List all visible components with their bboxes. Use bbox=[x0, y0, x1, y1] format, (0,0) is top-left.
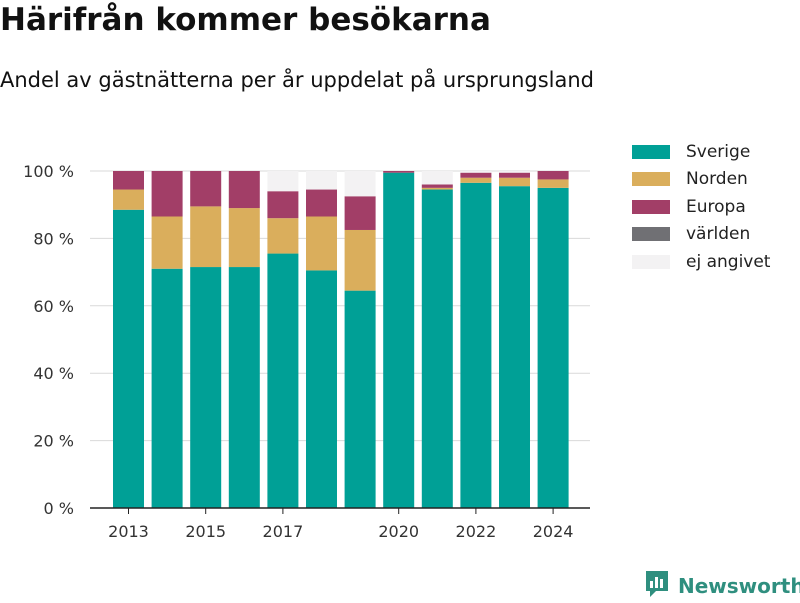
bar-Sverige-2018 bbox=[306, 270, 337, 508]
legend-item-norden: Norden bbox=[632, 166, 770, 194]
bar-ej-angivet-2017 bbox=[267, 171, 299, 192]
legend-item-varlden: världen bbox=[632, 221, 770, 249]
legend-swatch-norden bbox=[632, 172, 670, 187]
y-tick-label: 80 % bbox=[33, 229, 74, 248]
bar-Europa-2014 bbox=[151, 171, 183, 217]
legend-item-ej-angivet: ej angivet bbox=[632, 248, 770, 276]
y-tick-label: 40 % bbox=[33, 364, 74, 383]
bar-Europa-2021 bbox=[421, 184, 453, 188]
bar-Sverige-2020 bbox=[383, 172, 415, 508]
bar-Norden-2021 bbox=[421, 187, 453, 190]
bar-Europa-2016 bbox=[228, 171, 260, 209]
bar-Norden-2023 bbox=[499, 177, 530, 187]
x-tick-label: 2015 bbox=[185, 522, 226, 541]
bar-Europa-2022 bbox=[460, 172, 492, 178]
bar-Europa-2017 bbox=[267, 191, 299, 219]
bar-Norden-2018 bbox=[306, 216, 337, 271]
bar-Sverige-2015 bbox=[190, 267, 222, 508]
legend-label-varlden: världen bbox=[686, 224, 751, 245]
bar-Europa-2020 bbox=[383, 171, 415, 173]
bar-Norden-2015 bbox=[190, 206, 222, 268]
bar-Europa-2024 bbox=[537, 171, 569, 180]
bar-Norden-2019 bbox=[344, 229, 376, 291]
legend-label-sverige: Sverige bbox=[686, 141, 751, 162]
bar-Europa-2018 bbox=[306, 189, 337, 217]
bar-Europa-2019 bbox=[344, 196, 376, 230]
y-tick-label: 20 % bbox=[33, 432, 74, 451]
y-tick-label: 100 % bbox=[23, 162, 74, 181]
bar-Sverige-2021 bbox=[421, 189, 453, 508]
bar-Europa-2023 bbox=[499, 172, 530, 178]
bar-Sverige-2014 bbox=[151, 268, 183, 508]
y-tick-label: 60 % bbox=[33, 297, 74, 316]
bar-Norden-2014 bbox=[151, 216, 183, 269]
bar-Sverige-2022 bbox=[460, 182, 492, 509]
legend-item-europa: Europa bbox=[632, 193, 770, 221]
x-tick-label: 2013 bbox=[108, 522, 149, 541]
newsworthy-icon bbox=[644, 569, 670, 603]
bar-Norden-2017 bbox=[267, 218, 299, 254]
legend-swatch-sverige bbox=[632, 144, 670, 159]
bar-Norden-2013 bbox=[113, 189, 144, 210]
legend-swatch-ej-angivet bbox=[632, 254, 670, 269]
chart-title: Härifrån kommer besökarna bbox=[0, 2, 491, 38]
legend-label-norden: Norden bbox=[686, 169, 748, 190]
bar-Sverige-2013 bbox=[113, 209, 144, 508]
bar-Norden-2016 bbox=[228, 208, 260, 268]
bar-Norden-2024 bbox=[537, 179, 569, 188]
x-tick-label: 2024 bbox=[533, 522, 574, 541]
legend: Sverige Norden Europa världen ej angivet bbox=[632, 138, 770, 276]
bar-ej-angivet-2023 bbox=[499, 171, 530, 173]
bar-Europa-2015 bbox=[190, 171, 222, 207]
newsworthy-logo[interactable]: Newsworthy bbox=[644, 569, 800, 603]
bar-ej-angivet-2019 bbox=[344, 171, 376, 197]
legend-label-europa: Europa bbox=[686, 196, 746, 217]
bar-Sverige-2023 bbox=[499, 186, 530, 509]
bar-ej-angivet-2021 bbox=[421, 171, 453, 185]
x-tick-label: 2022 bbox=[456, 522, 497, 541]
bar-ej-angivet-2022 bbox=[460, 171, 492, 173]
legend-item-sverige: Sverige bbox=[632, 138, 770, 166]
bar-Sverige-2024 bbox=[537, 187, 569, 508]
x-tick-label: 2020 bbox=[378, 522, 419, 541]
bar-ej-angivet-2018 bbox=[306, 171, 337, 190]
legend-label-ej-angivet: ej angivet bbox=[686, 251, 771, 272]
legend-swatch-varlden bbox=[632, 227, 670, 242]
bar-Norden-2022 bbox=[460, 177, 492, 183]
bar-Sverige-2017 bbox=[267, 253, 299, 508]
bar-Sverige-2016 bbox=[228, 267, 260, 508]
bar-Europa-2013 bbox=[113, 171, 144, 190]
chart-subtitle: Andel av gästnätterna per år uppdelat på… bbox=[0, 68, 594, 92]
legend-swatch-europa bbox=[632, 199, 670, 214]
x-tick-label: 2017 bbox=[263, 522, 304, 541]
brand-name: Newsworthy bbox=[678, 574, 800, 598]
y-tick-label: 0 % bbox=[44, 499, 74, 518]
bar-Sverige-2019 bbox=[344, 290, 376, 508]
